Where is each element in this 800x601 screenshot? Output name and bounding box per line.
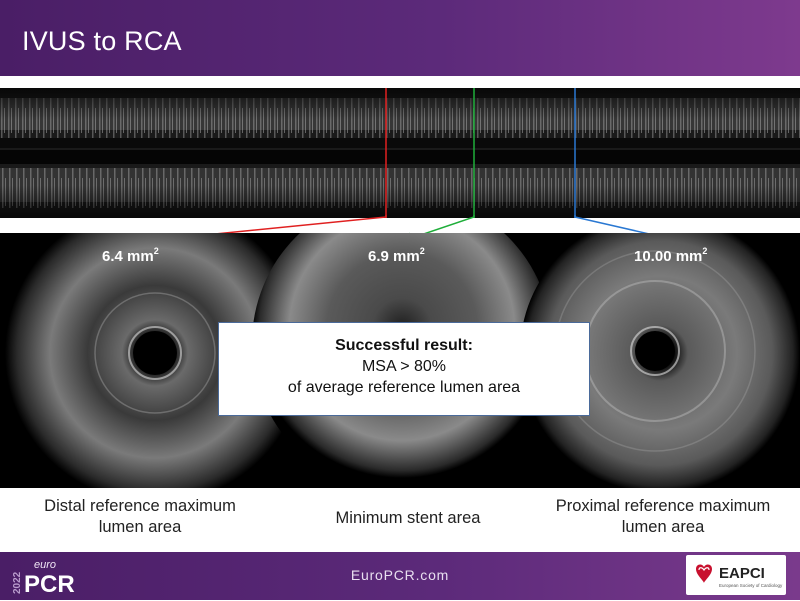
- logo-pcr: PCR: [24, 571, 75, 596]
- proximal-area-exponent: 2: [702, 246, 708, 256]
- proximal-caption: Proximal reference maximum lumen area: [534, 496, 792, 538]
- distal-area-exponent: 2: [153, 246, 159, 256]
- proximal-caption-line-1: Proximal reference maximum: [555, 497, 771, 515]
- msa-area-value: 6.9: [368, 248, 389, 265]
- msa-area-label: 6.9 mm2: [368, 246, 425, 265]
- result-box: Successful result: MSA > 80% of average …: [218, 322, 590, 416]
- eapci-logo: EAPCI European Society of Cardiology: [686, 555, 786, 595]
- longitudinal-pullback-graphic: [0, 88, 800, 218]
- distal-caption-line-1: Distal reference maximum: [44, 497, 236, 515]
- slide-title: IVUS to RCA: [22, 26, 182, 56]
- ivus-longitudinal-image: [0, 88, 800, 218]
- distal-caption-line-2: lumen area: [98, 518, 182, 536]
- proximal-area-value: 10.00: [634, 248, 672, 265]
- msa-area-unit: mm: [393, 248, 420, 265]
- result-line-1: MSA > 80%: [361, 358, 447, 375]
- msa-caption-line-1: Minimum stent area: [335, 509, 481, 527]
- distal-area-label: 6.4 mm2: [102, 246, 159, 265]
- result-title: Successful result:: [335, 337, 473, 354]
- europcr-logo: 2022 euro PCR: [8, 556, 100, 598]
- result-line-2: of average reference lumen area: [287, 379, 521, 396]
- distal-caption: Distal reference maximum lumen area: [14, 496, 266, 538]
- proximal-caption-line-2: lumen area: [621, 518, 705, 536]
- slide-footer: 2022 euro PCR EuroPCR.com: [0, 552, 800, 600]
- slide-header: IVUS to RCA: [0, 0, 800, 76]
- proximal-area-unit: mm: [675, 248, 703, 265]
- distal-area-value: 6.4: [102, 248, 123, 265]
- msa-area-exponent: 2: [419, 246, 425, 256]
- msa-caption: Minimum stent area: [290, 508, 526, 529]
- logo-euro: euro: [34, 559, 56, 571]
- proximal-area-label: 10.00 mm2: [634, 246, 708, 265]
- distal-area-unit: mm: [127, 248, 154, 265]
- eapci-name: EAPCI: [719, 565, 765, 582]
- footer-url: EuroPCR.com: [350, 567, 450, 583]
- eapci-subtitle: European Society of Cardiology: [719, 583, 783, 588]
- logo-year: 2022: [12, 571, 23, 594]
